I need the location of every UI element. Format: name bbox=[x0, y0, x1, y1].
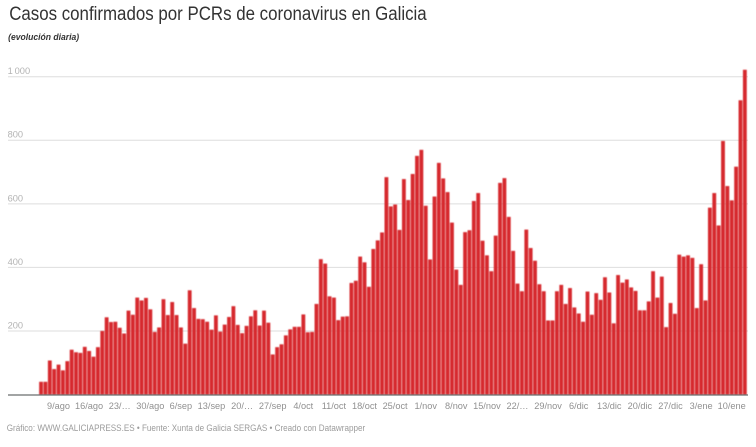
svg-text:(evolución diaria): (evolución diaria) bbox=[8, 32, 79, 43]
svg-text:8/nov: 8/nov bbox=[445, 401, 468, 411]
svg-text:400: 400 bbox=[8, 257, 24, 267]
svg-text:Casos confirmados por PCRs de: Casos confirmados por PCRs de coronaviru… bbox=[9, 4, 427, 25]
svg-text:22/…: 22/… bbox=[506, 401, 528, 411]
svg-text:25/oct: 25/oct bbox=[383, 401, 408, 411]
svg-text:10/ene: 10/ene bbox=[718, 401, 746, 411]
svg-text:800: 800 bbox=[8, 130, 24, 140]
svg-text:27/sep: 27/sep bbox=[259, 401, 287, 411]
svg-text:3/ene: 3/ene bbox=[690, 401, 713, 411]
svg-text:9/ago: 9/ago bbox=[47, 401, 70, 411]
svg-text:16/ago: 16/ago bbox=[75, 401, 103, 411]
svg-text:23/…: 23/… bbox=[109, 401, 131, 411]
svg-text:4/oct: 4/oct bbox=[293, 401, 313, 411]
svg-text:6/dic: 6/dic bbox=[569, 401, 589, 411]
svg-text:15/nov: 15/nov bbox=[473, 401, 501, 411]
svg-text:20/…: 20/… bbox=[231, 401, 253, 411]
svg-text:13/dic: 13/dic bbox=[597, 401, 622, 411]
svg-text:200: 200 bbox=[8, 320, 24, 330]
svg-text:6/sep: 6/sep bbox=[170, 401, 192, 411]
svg-text:1 000: 1 000 bbox=[8, 66, 31, 76]
svg-text:11/oct: 11/oct bbox=[322, 401, 347, 411]
svg-text:20/dic: 20/dic bbox=[628, 401, 653, 411]
svg-text:30/ago: 30/ago bbox=[136, 401, 164, 411]
svg-text:600: 600 bbox=[8, 193, 24, 203]
svg-text:27/dic: 27/dic bbox=[658, 401, 683, 411]
svg-text:29/nov: 29/nov bbox=[534, 401, 562, 411]
svg-text:13/sep: 13/sep bbox=[198, 401, 226, 411]
svg-text:Gráfico: WWW.GALICIAPRESS.ES •: Gráfico: WWW.GALICIAPRESS.ES • Fuente: X… bbox=[7, 423, 366, 434]
svg-text:18/oct: 18/oct bbox=[352, 401, 377, 411]
svg-text:1/nov: 1/nov bbox=[414, 401, 437, 411]
